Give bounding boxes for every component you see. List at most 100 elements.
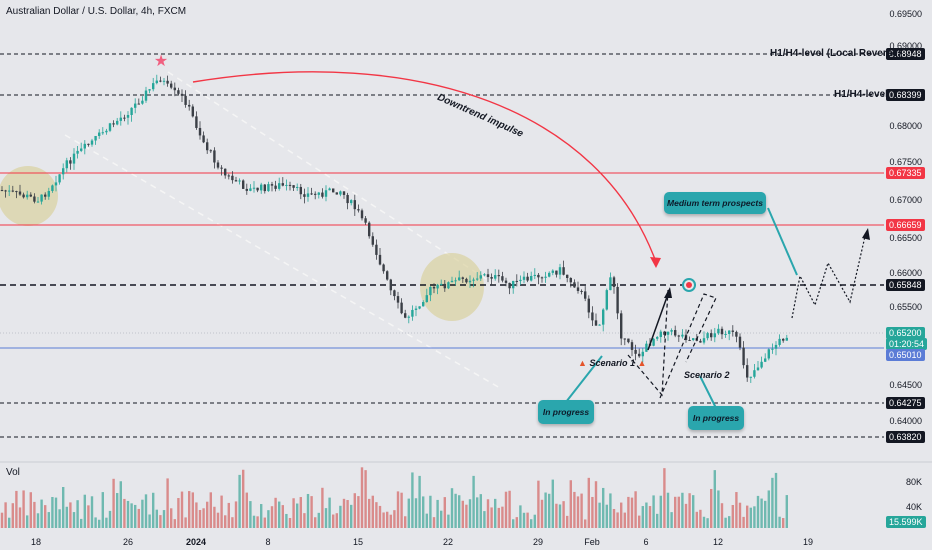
candle-body [551,270,554,273]
candle-body [137,103,140,105]
candle-body [620,313,623,339]
candle-body [634,349,637,354]
volume-bar [494,498,497,528]
price-badge-h1h4: 0.68399 [886,89,925,101]
candle-body [432,286,436,289]
volume-bar [292,498,295,528]
candlesticks [0,74,788,383]
volume-bar [227,502,230,528]
volume-bar [580,493,583,528]
volume-bar [87,505,90,528]
volume-bar [436,499,439,528]
price-badge-support1: 0.64275 [886,397,925,409]
volume-bar [11,503,14,528]
y-tick: 0.68000 [889,121,922,131]
volume-bar [321,487,324,528]
price-badge-red-upper: 0.67335 [886,167,925,179]
volume-bar [324,508,328,528]
candle-body [177,90,180,94]
scenario1-dashed-path [627,289,669,397]
volume-bar [422,496,425,528]
volume-bar [177,498,180,528]
volume-bar [515,517,518,528]
candle-body [612,277,616,287]
y-tick: 0.64500 [889,380,922,390]
projection-path [791,231,867,319]
candle-body [314,193,317,195]
vol-tick: 80K [905,477,922,487]
candle-body [785,337,788,341]
scenario2-dashed-path [659,293,717,399]
candle-body [450,280,454,283]
volume-bar [558,504,562,528]
candle-body [512,280,515,289]
volume-bar [720,503,724,528]
candle-body [627,338,630,343]
volume-bar [184,517,187,528]
candle-body [728,330,731,334]
volume-bar [206,501,209,528]
volume-bar [141,499,144,528]
candle-body [486,274,490,278]
volume-bar [738,502,742,528]
y-tick: 0.69000 [889,41,922,51]
volume-bar [479,494,482,528]
candle-body [296,186,299,188]
callout-pointer-1 [565,355,603,403]
candle-body [288,184,292,186]
candle-body [191,106,194,117]
volume-bar [674,496,677,528]
candle-body [159,80,162,82]
candle-body [429,286,432,296]
volume-bar [36,513,40,528]
volume-bar [148,514,151,528]
candle-body [670,330,673,332]
candle-body [213,150,216,163]
volume-bar [353,493,356,528]
candle-body [112,123,115,125]
volume-bar [512,519,515,528]
volume-bar [94,517,97,528]
candle-body [105,130,108,133]
candle-body [519,279,522,282]
candle-body [602,309,605,325]
candle-body [281,183,284,186]
candle-body [76,150,79,154]
candle-body [69,160,72,164]
volume-bar [458,495,461,528]
volume-bar [699,509,702,528]
volume-bar [710,488,713,528]
volume-bar [224,515,227,528]
candle-body [386,271,389,280]
candle-body [18,191,22,195]
volume-bar [530,519,533,528]
volume-bar [594,481,598,528]
x-tick: 2024 [185,537,207,547]
price-badge-local-reverse: 0.68948 [886,48,925,60]
candle-body [134,103,137,108]
volume-bar [220,495,223,528]
candle-body [447,282,450,289]
candle-body [702,338,706,343]
candle-body [202,135,205,143]
candle-body [328,188,331,191]
candle-body [548,272,551,277]
candle-body [407,316,410,318]
candle-body [234,180,238,182]
candle-body [753,370,756,377]
volume-bar [713,470,716,528]
candle-body [0,190,4,191]
volume-bar [4,502,7,528]
candle-body [274,185,277,189]
candle-body [630,342,634,350]
volume-bar [267,510,270,528]
candle-body [666,331,670,335]
scenario1-arrow [647,293,669,351]
candle-body [54,182,58,186]
volume-bar [576,496,580,528]
candle-body [360,210,364,219]
volume-bar [144,494,148,528]
candle-body [674,330,677,336]
volume-bar [641,506,644,528]
